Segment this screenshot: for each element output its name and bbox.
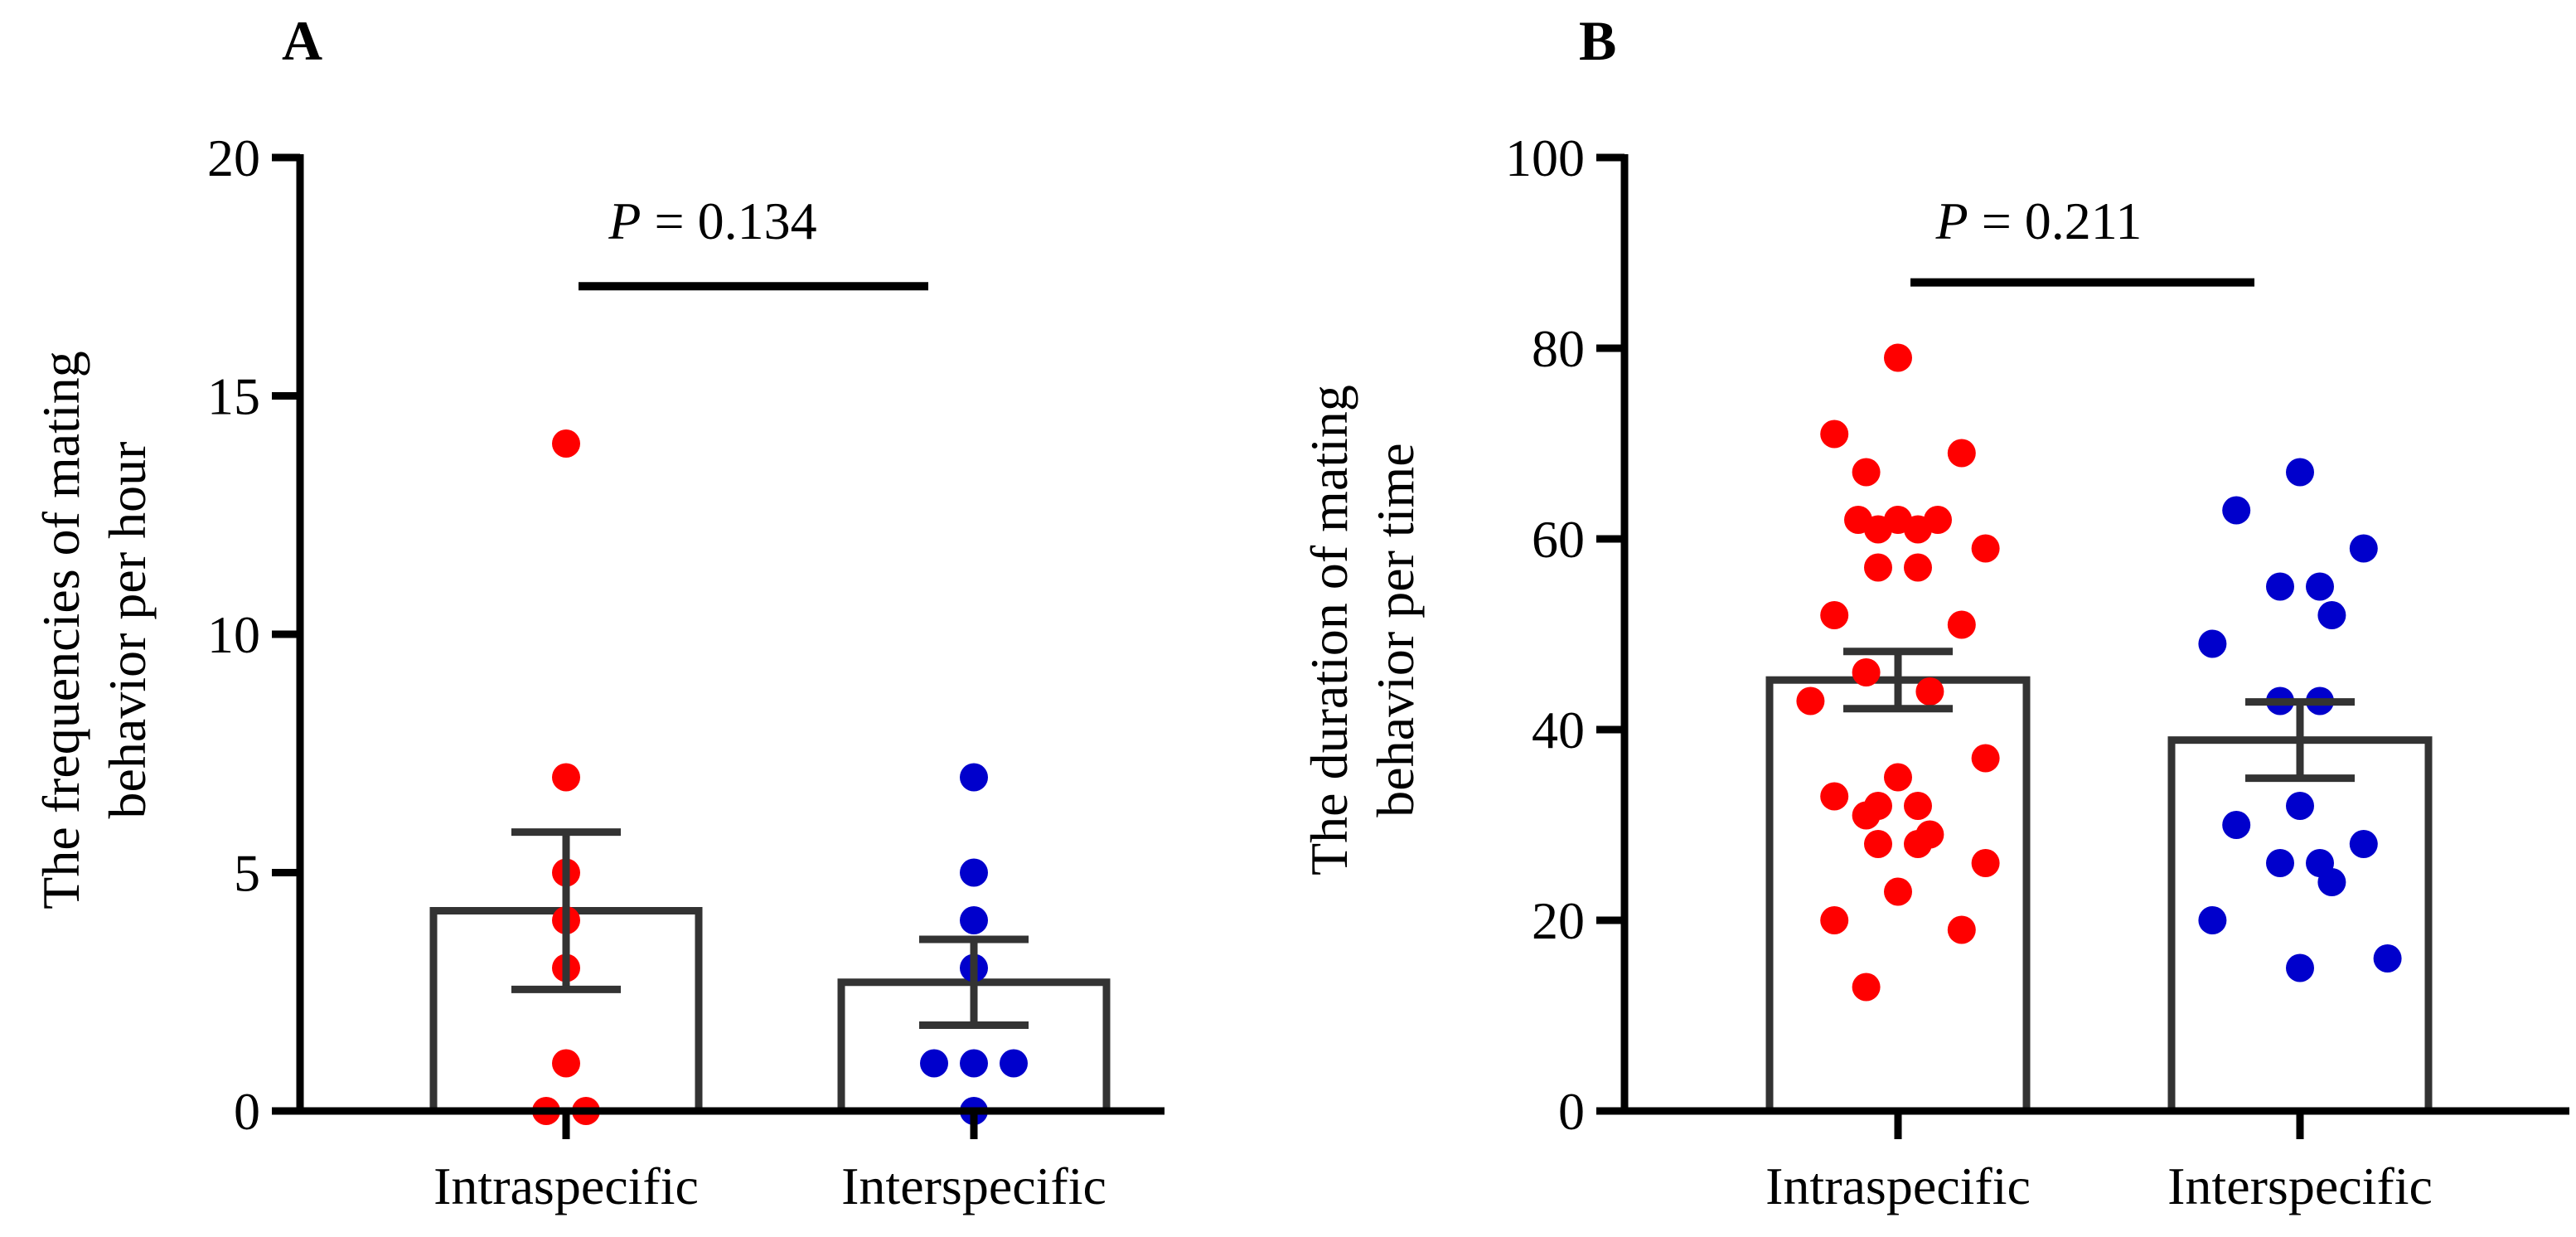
panel-label-b: B: [1579, 9, 1616, 72]
panel-b: B The duration of mating behavior per ti…: [1300, 9, 2569, 1215]
data-point-interspecific: [2349, 830, 2378, 858]
data-point-intraspecific: [1904, 830, 1932, 858]
x-tick-label-intraspecific: Intraspecific: [1765, 1157, 2031, 1215]
data-point-interspecific: [960, 858, 988, 887]
data-point-intraspecific: [1904, 553, 1932, 582]
data-point-intraspecific: [552, 429, 580, 458]
y-tick-label: 20: [207, 129, 260, 187]
data-point-interspecific: [1000, 1049, 1028, 1078]
data-point-intraspecific: [1820, 906, 1849, 934]
p-symbol-a: P: [608, 192, 641, 250]
data-point-interspecific: [2266, 572, 2294, 601]
data-point-interspecific: [2286, 458, 2314, 487]
data-point-intraspecific: [1852, 658, 1881, 686]
data-point-interspecific: [2222, 496, 2251, 525]
data-point-interspecific: [2198, 629, 2227, 658]
y-tick-label: 10: [207, 605, 260, 664]
y-axis-title-line1-a: The frequencies of mating: [31, 351, 90, 910]
p-symbol-b: P: [1935, 192, 1968, 250]
data-point-intraspecific: [1864, 830, 1892, 858]
y-axis-title-line2-a: behavior per hour: [98, 442, 157, 819]
data-point-intraspecific: [552, 1049, 580, 1078]
data-point-intraspecific: [1947, 610, 1976, 639]
y-tick-label: 60: [1532, 510, 1585, 569]
data-point-intraspecific: [1864, 553, 1892, 582]
data-point-intraspecific: [1820, 420, 1849, 449]
y-axis-title-line2-b: behavior per time: [1366, 443, 1425, 817]
y-tick-label: 20: [1532, 891, 1585, 950]
data-point-interspecific: [2317, 601, 2346, 629]
y-tick-label: 100: [1505, 129, 1585, 187]
data-point-interspecific: [2222, 811, 2251, 839]
data-point-intraspecific: [1971, 534, 2000, 563]
data-point-intraspecific: [1852, 801, 1881, 830]
p-value-a: = 0.134: [642, 192, 817, 250]
data-point-intraspecific: [1947, 439, 1976, 468]
data-point-intraspecific: [1864, 515, 1892, 544]
y-axis-title-line1-b: The duration of mating: [1300, 385, 1358, 876]
data-point-interspecific: [2266, 849, 2294, 877]
panel-label-a: A: [282, 9, 322, 72]
data-point-intraspecific: [1884, 343, 1912, 372]
data-point-interspecific: [2306, 572, 2334, 601]
y-tick-label: 80: [1532, 319, 1585, 378]
p-value-b: = 0.211: [1968, 192, 2143, 250]
data-point-interspecific: [2286, 953, 2314, 982]
data-point-intraspecific: [1884, 877, 1912, 906]
data-point-intraspecific: [1971, 849, 2000, 877]
data-point-interspecific: [2373, 944, 2402, 973]
data-point-intraspecific: [1820, 601, 1849, 629]
data-point-intraspecific: [1904, 792, 1932, 820]
y-tick-label: 0: [1558, 1082, 1585, 1141]
p-value-label-b: P = 0.211: [1935, 192, 2143, 250]
data-point-interspecific: [960, 763, 988, 792]
p-value-label-a: P = 0.134: [608, 192, 816, 250]
data-point-intraspecific: [552, 763, 580, 792]
x-tick-label-interspecific: Interspecific: [2167, 1157, 2433, 1215]
data-point-intraspecific: [1820, 782, 1849, 811]
data-point-intraspecific: [1904, 515, 1932, 544]
y-tick-label: 5: [234, 844, 260, 903]
data-point-intraspecific: [1971, 744, 2000, 773]
panel-a: A The frequencies of mating behavior per…: [31, 9, 1165, 1215]
y-tick-label: 0: [234, 1082, 260, 1141]
data-point-interspecific: [960, 1049, 988, 1078]
y-tick-label: 40: [1532, 701, 1585, 759]
data-point-interspecific: [2317, 868, 2346, 896]
data-point-intraspecific: [1915, 677, 1944, 706]
data-point-interspecific: [920, 1049, 948, 1078]
data-point-interspecific: [960, 906, 988, 934]
x-tick-label-interspecific: Interspecific: [841, 1157, 1106, 1215]
x-tick-label-intraspecific: Intraspecific: [433, 1157, 699, 1215]
data-point-intraspecific: [1852, 458, 1881, 487]
data-point-intraspecific: [1796, 686, 1825, 716]
data-point-intraspecific: [1852, 973, 1881, 1002]
data-point-interspecific: [2198, 906, 2227, 934]
y-tick-label: 15: [207, 367, 260, 426]
data-point-interspecific: [2349, 534, 2378, 563]
data-point-intraspecific: [1947, 915, 1976, 944]
data-point-intraspecific: [1884, 763, 1912, 792]
data-point-interspecific: [2286, 792, 2314, 820]
